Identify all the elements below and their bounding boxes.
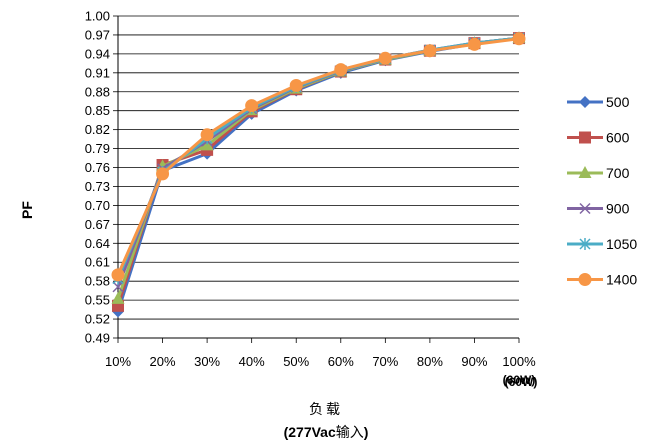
x-tick-label: 40% <box>239 354 265 369</box>
y-tick-label: 0.52 <box>85 312 110 327</box>
x-axis-label-close: ) <box>364 424 369 440</box>
legend-marker-500 <box>579 96 591 108</box>
x-tick-label: 50% <box>283 354 309 369</box>
x-axis-label: 负载 <box>309 402 343 418</box>
legend-marker-700 <box>578 166 592 178</box>
data-point-1400 <box>423 44 437 58</box>
legend-label-500: 500 <box>606 94 630 110</box>
data-point-1400 <box>200 128 214 142</box>
legend-marker-1400 <box>578 273 592 286</box>
data-point-1400 <box>245 99 259 113</box>
x-axis-label-voltage: (277Vac <box>284 424 336 440</box>
x-tick-label: 10% <box>105 354 131 369</box>
y-tick-label: 0.91 <box>85 65 110 80</box>
y-axis-label: PF <box>19 201 35 219</box>
x-tick-label: 100% <box>502 354 536 369</box>
y-tick-label: 0.73 <box>85 179 110 194</box>
x-axis-label-input-cn: 输入 <box>336 425 364 441</box>
legend-label-700: 700 <box>606 165 630 181</box>
x-tick-label: 20% <box>150 354 176 369</box>
legend-marker-600 <box>579 131 591 144</box>
y-tick-label: 0.88 <box>85 84 110 99</box>
series-lines <box>111 31 526 318</box>
data-point-1400 <box>512 32 526 46</box>
y-tick-label: 0.61 <box>85 255 110 270</box>
y-tick-label: 0.70 <box>85 198 110 213</box>
data-point-900 <box>112 281 124 293</box>
x-axis-ticks: 10% 20% 30% 40% 50% 60% 70% 80% 90% 100% <box>105 338 536 369</box>
data-point-1400 <box>378 51 392 65</box>
y-tick-label: 0.85 <box>85 103 110 118</box>
x-tick-label: 60% <box>328 354 354 369</box>
y-tick-label: 0.97 <box>85 27 110 42</box>
y-tick-label: 0.76 <box>85 160 110 175</box>
y-tick-label: 0.82 <box>85 122 110 137</box>
y-tick-label: 0.67 <box>85 217 110 232</box>
series-line-1400 <box>116 37 520 276</box>
y-tick-label: 0.49 <box>85 331 110 346</box>
legend-label-1050: 1050 <box>606 236 637 252</box>
y-tick-label: 0.58 <box>85 274 110 289</box>
data-point-1400 <box>334 63 348 77</box>
y-tick-label: 0.79 <box>85 141 110 156</box>
y-tick-label: 1.00 <box>85 9 110 24</box>
y-axis-ticks: 0.49 0.52 0.55 0.58 0.61 0.64 0.67 0.70 0.73 0.76… <box>85 9 118 346</box>
x-category-note-overlap: (60W) <box>505 375 538 389</box>
x-tick-label: 80% <box>417 354 443 369</box>
data-point-1400 <box>156 167 170 181</box>
legend-marker-900 <box>579 202 591 215</box>
x-tick-label: 90% <box>461 354 487 369</box>
legend: 500 600 700 900 1050 1400 <box>567 94 637 288</box>
y-tick-label: 0.55 <box>85 293 110 308</box>
data-point-700 <box>111 291 125 304</box>
x-axis-label-input: (277Vac输入) <box>284 424 369 441</box>
grid-lines <box>117 15 519 339</box>
data-point-1400 <box>467 37 481 51</box>
legend-label-600: 600 <box>606 130 630 146</box>
y-tick-label: 0.64 <box>85 236 110 251</box>
series-line-900 <box>116 36 520 288</box>
y-tick-label: 0.94 <box>85 46 110 61</box>
x-tick-label: 70% <box>372 354 398 369</box>
data-point-1400 <box>111 268 125 282</box>
legend-label-1400: 1400 <box>606 272 637 288</box>
legend-label-900: 900 <box>606 201 630 217</box>
x-category-note: (60W) <box>503 373 536 387</box>
data-point-1400 <box>289 78 303 92</box>
x-tick-label: 30% <box>194 354 220 369</box>
legend-marker-1050 <box>579 238 591 250</box>
